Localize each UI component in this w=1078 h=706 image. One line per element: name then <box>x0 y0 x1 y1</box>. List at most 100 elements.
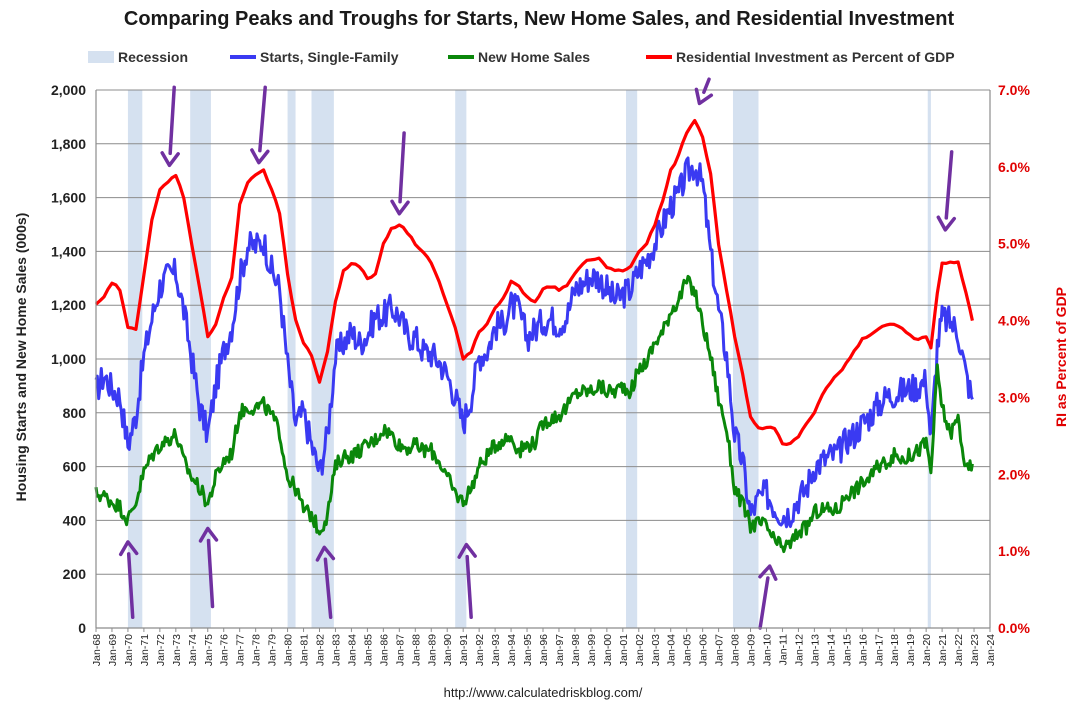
y-left-tick-label: 800 <box>63 405 87 421</box>
legend-item: Residential Investment as Percent of GDP <box>646 49 955 65</box>
y-left-tick-label: 1,200 <box>51 297 86 313</box>
x-tick-label: Jan-02 <box>634 634 646 666</box>
y-right-tick-labels: 0.0% 1.0% 2.0% 3.0% 4.0% 5.0% 6.0% 7.0% <box>998 82 1030 636</box>
x-tick-label: Jan-72 <box>155 634 167 666</box>
annotation-arrow <box>250 85 270 165</box>
y-right-tick-label: 4.0% <box>998 313 1030 329</box>
x-tick-label: Jan-74 <box>187 634 199 666</box>
x-tick-label: Jan-00 <box>602 634 614 666</box>
x-tick-label: Jan-88 <box>410 634 422 666</box>
x-tick-label: Jan-89 <box>426 634 438 666</box>
x-tick-label: Jan-17 <box>873 634 885 666</box>
legend-label: Residential Investment as Percent of GDP <box>676 49 955 65</box>
x-tick-label: Jan-20 <box>921 634 933 666</box>
x-tick-label: Jan-22 <box>953 634 965 666</box>
x-tick-label: Jan-75 <box>203 634 215 666</box>
annotation-arrow <box>457 542 477 619</box>
x-tick-label: Jan-71 <box>139 634 151 666</box>
annotation-arrow <box>315 545 336 619</box>
y-left-tick-labels: 0 200 400 600 800 1,000 1,200 1,400 1,600 1,800 2,… <box>51 82 86 636</box>
x-tick-label: Jan-12 <box>793 634 805 666</box>
x-tick-label: Jan-77 <box>235 634 247 666</box>
x-tick-label: Jan-24 <box>985 634 997 666</box>
series-line <box>94 274 974 554</box>
annotation-arrow <box>694 77 714 106</box>
x-tick-label: Jan-98 <box>570 634 582 666</box>
series-line <box>94 156 974 529</box>
x-tick-label: Jan-85 <box>362 634 374 666</box>
x-tick-label: Jan-68 <box>91 634 103 666</box>
y-right-tick-label: 5.0% <box>998 236 1030 252</box>
x-tick-label: Jan-01 <box>618 634 630 666</box>
x-tick-label: Jan-03 <box>650 634 662 666</box>
x-tick-label: Jan-05 <box>682 634 694 666</box>
x-tick-label: Jan-06 <box>698 634 710 666</box>
legend-item: Recession <box>88 49 188 65</box>
gridlines <box>96 89 990 629</box>
x-tick-label: Jan-81 <box>299 634 311 666</box>
y-right-tick-label: 6.0% <box>998 159 1030 175</box>
y-left-tick-label: 200 <box>63 566 87 582</box>
annotation-arrow <box>758 564 778 630</box>
x-tick-label: Jan-99 <box>586 634 598 666</box>
annotation-arrows <box>118 77 957 630</box>
chart-title: Comparing Peaks and Troughs for Starts, … <box>124 8 955 30</box>
series-lines <box>94 118 974 554</box>
legend-label: New Home Sales <box>478 49 590 65</box>
x-tick-label: Jan-18 <box>889 634 901 666</box>
annotation-arrow <box>118 540 139 619</box>
x-tick-label: Jan-79 <box>267 634 279 666</box>
annotation-arrow <box>390 131 410 216</box>
y-left-tick-label: 1,000 <box>51 351 86 367</box>
x-tick-label: Jan-70 <box>123 634 135 666</box>
x-tick-label: Jan-16 <box>857 634 869 666</box>
x-tick-label: Jan-90 <box>442 634 454 666</box>
legend-item: New Home Sales <box>448 49 590 65</box>
y-left-axis-label: Housing Starts and New Home Sales (000s) <box>13 213 29 502</box>
y-left-tick-label: 0 <box>78 620 86 636</box>
x-tick-label: Jan-23 <box>969 634 981 666</box>
y-left-tick-label: 1,400 <box>51 243 86 259</box>
annotation-arrow <box>936 150 957 232</box>
x-tick-label: Jan-92 <box>474 634 486 666</box>
x-tick-label: Jan-11 <box>777 634 789 665</box>
x-tick-label: Jan-04 <box>666 634 678 666</box>
y-right-axis-label: RI as Percent of GDP <box>1053 287 1069 427</box>
x-tick-label: Jan-86 <box>378 634 390 666</box>
x-tick-label: Jan-80 <box>283 634 295 666</box>
y-left-tick-label: 2,000 <box>51 82 86 98</box>
x-tick-label: Jan-21 <box>937 634 949 666</box>
x-tick-label: Jan-83 <box>330 634 342 666</box>
x-tick-label: Jan-08 <box>730 634 742 666</box>
x-tick-label: Jan-94 <box>506 634 518 666</box>
x-tick-label: Jan-13 <box>809 634 821 666</box>
x-tick-label: Jan-19 <box>905 634 917 666</box>
x-tick-label: Jan-91 <box>458 634 470 666</box>
x-tick-label: Jan-73 <box>171 634 183 666</box>
x-tick-label: Jan-95 <box>522 634 534 666</box>
legend-swatch <box>88 51 114 63</box>
x-tick-label: Jan-82 <box>315 634 327 666</box>
x-tick-label: Jan-84 <box>346 634 358 666</box>
x-tick-label: Jan-87 <box>394 634 406 666</box>
y-left-tick-label: 600 <box>63 459 87 475</box>
legend-label: Recession <box>118 49 188 65</box>
x-tick-label: Jan-96 <box>538 634 550 666</box>
legend-item: Starts, Single-Family <box>230 49 399 65</box>
x-tick-label: Jan-09 <box>746 634 758 666</box>
x-tick-label: Jan-97 <box>554 634 566 666</box>
x-tick-labels: Jan-68 Jan-69 Jan-70 Jan-71 Jan-72 Jan-73 Jan-… <box>91 628 997 666</box>
y-right-tick-label: 1.0% <box>998 543 1030 559</box>
y-left-tick-label: 1,800 <box>51 136 86 152</box>
x-tick-label: Jan-14 <box>825 634 837 666</box>
y-right-tick-label: 2.0% <box>998 466 1030 482</box>
y-right-tick-label: 0.0% <box>998 620 1030 636</box>
legend-label: Starts, Single-Family <box>260 49 399 65</box>
annotation-arrow <box>160 85 180 168</box>
y-left-tick-label: 400 <box>63 512 87 528</box>
source-url[interactable]: http://www.calculatedriskblog.com/ <box>444 685 643 700</box>
x-tick-label: Jan-93 <box>490 634 502 666</box>
y-left-tick-label: 1,600 <box>51 190 86 206</box>
y-right-tick-label: 7.0% <box>998 82 1030 98</box>
x-tick-label: Jan-10 <box>762 634 774 666</box>
